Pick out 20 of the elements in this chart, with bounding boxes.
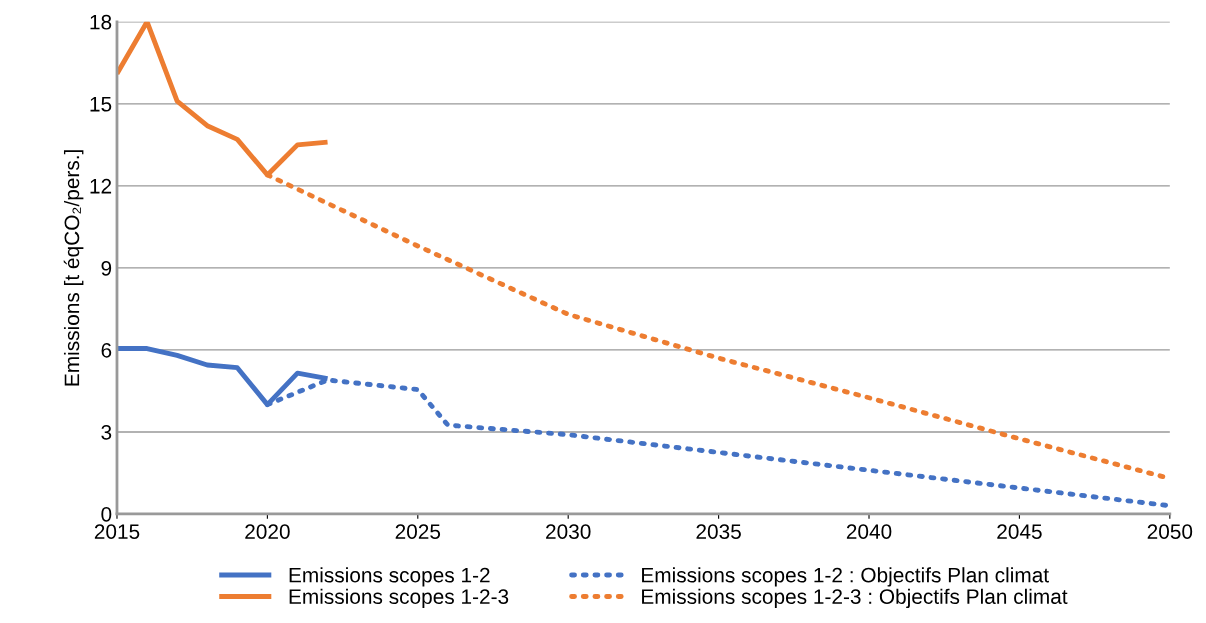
y-tick-label: 9 xyxy=(101,260,112,276)
x-tick-label: 2035 xyxy=(696,524,741,539)
y-tick-label: 12 xyxy=(90,178,112,194)
x-tick-label: 2015 xyxy=(94,524,140,539)
y-axis-title: Emissions [t éqCO₂/pers.] xyxy=(63,150,84,386)
y-tick-label: 18 xyxy=(90,14,112,30)
x-tick-label: 2050 xyxy=(1147,524,1193,539)
x-tick-label: 2045 xyxy=(997,524,1042,539)
legend-label: Emissions scopes 1-2-3 xyxy=(289,588,509,609)
x-tick-label: 2030 xyxy=(546,524,591,539)
y-tick-label: 15 xyxy=(90,97,112,112)
y-tick-label: 0 xyxy=(101,506,112,522)
y-tick-label: 3 xyxy=(101,424,112,440)
legend-label: Emissions scopes 1-2 : Objectifs Plan climat xyxy=(642,567,1049,587)
legend-label: Emissions scopes 1-2-3 : Objectifs Plan climat xyxy=(642,588,1068,609)
x-tick-label: 2025 xyxy=(395,524,441,539)
y-tick-label: 6 xyxy=(101,342,112,358)
x-tick-label: 2020 xyxy=(245,524,290,539)
x-tick-label: 2040 xyxy=(846,524,892,539)
legend-label: Emissions scopes 1-2 xyxy=(289,567,490,587)
